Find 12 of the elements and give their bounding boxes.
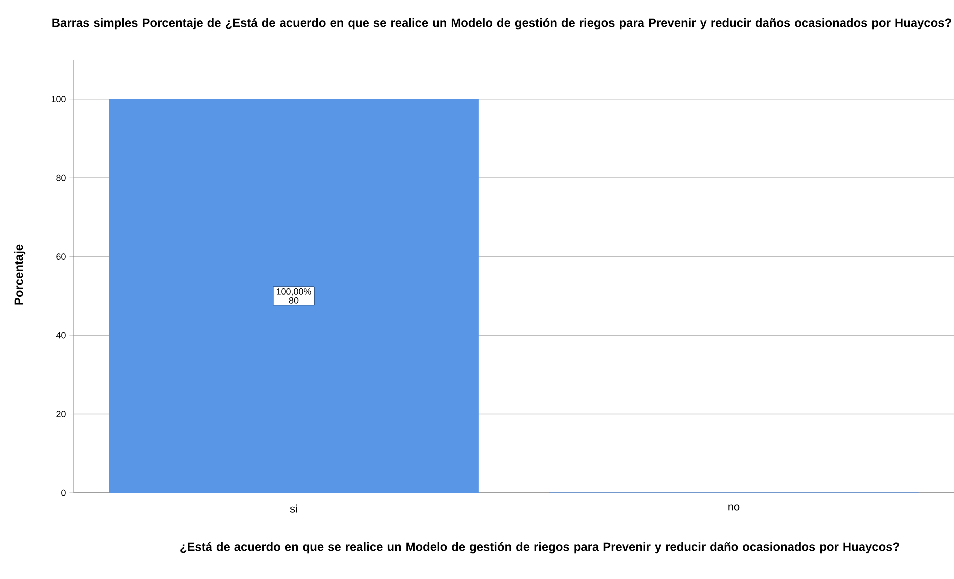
y-tick-label: 100	[52, 96, 66, 103]
y-tick-label: 0	[62, 490, 66, 496]
x-tick-label: si	[290, 504, 298, 513]
y-axis-title: Porcentaje	[14, 244, 26, 305]
x-axis-title: ¿Está de acuerdo en que se realice un Modelo de gestión de riegos para Prevenir y reducir daño ocasionados por Huaycos?	[180, 542, 900, 554]
y-tick-label: 80	[56, 174, 66, 182]
x-tick-label: no	[728, 504, 740, 511]
chart-title: Barras simples Porcentaje de ¿Está de acuerdo en que se realice un Modelo de gestión de riegos para Prevenir y reducir daños ocasionados por Huaycos?	[52, 18, 952, 30]
y-tick-label: 40	[56, 332, 66, 339]
data-label: 100,00% 80	[276, 288, 312, 304]
y-tick-label: 60	[56, 254, 66, 260]
y-tick-label: 20	[56, 411, 66, 418]
